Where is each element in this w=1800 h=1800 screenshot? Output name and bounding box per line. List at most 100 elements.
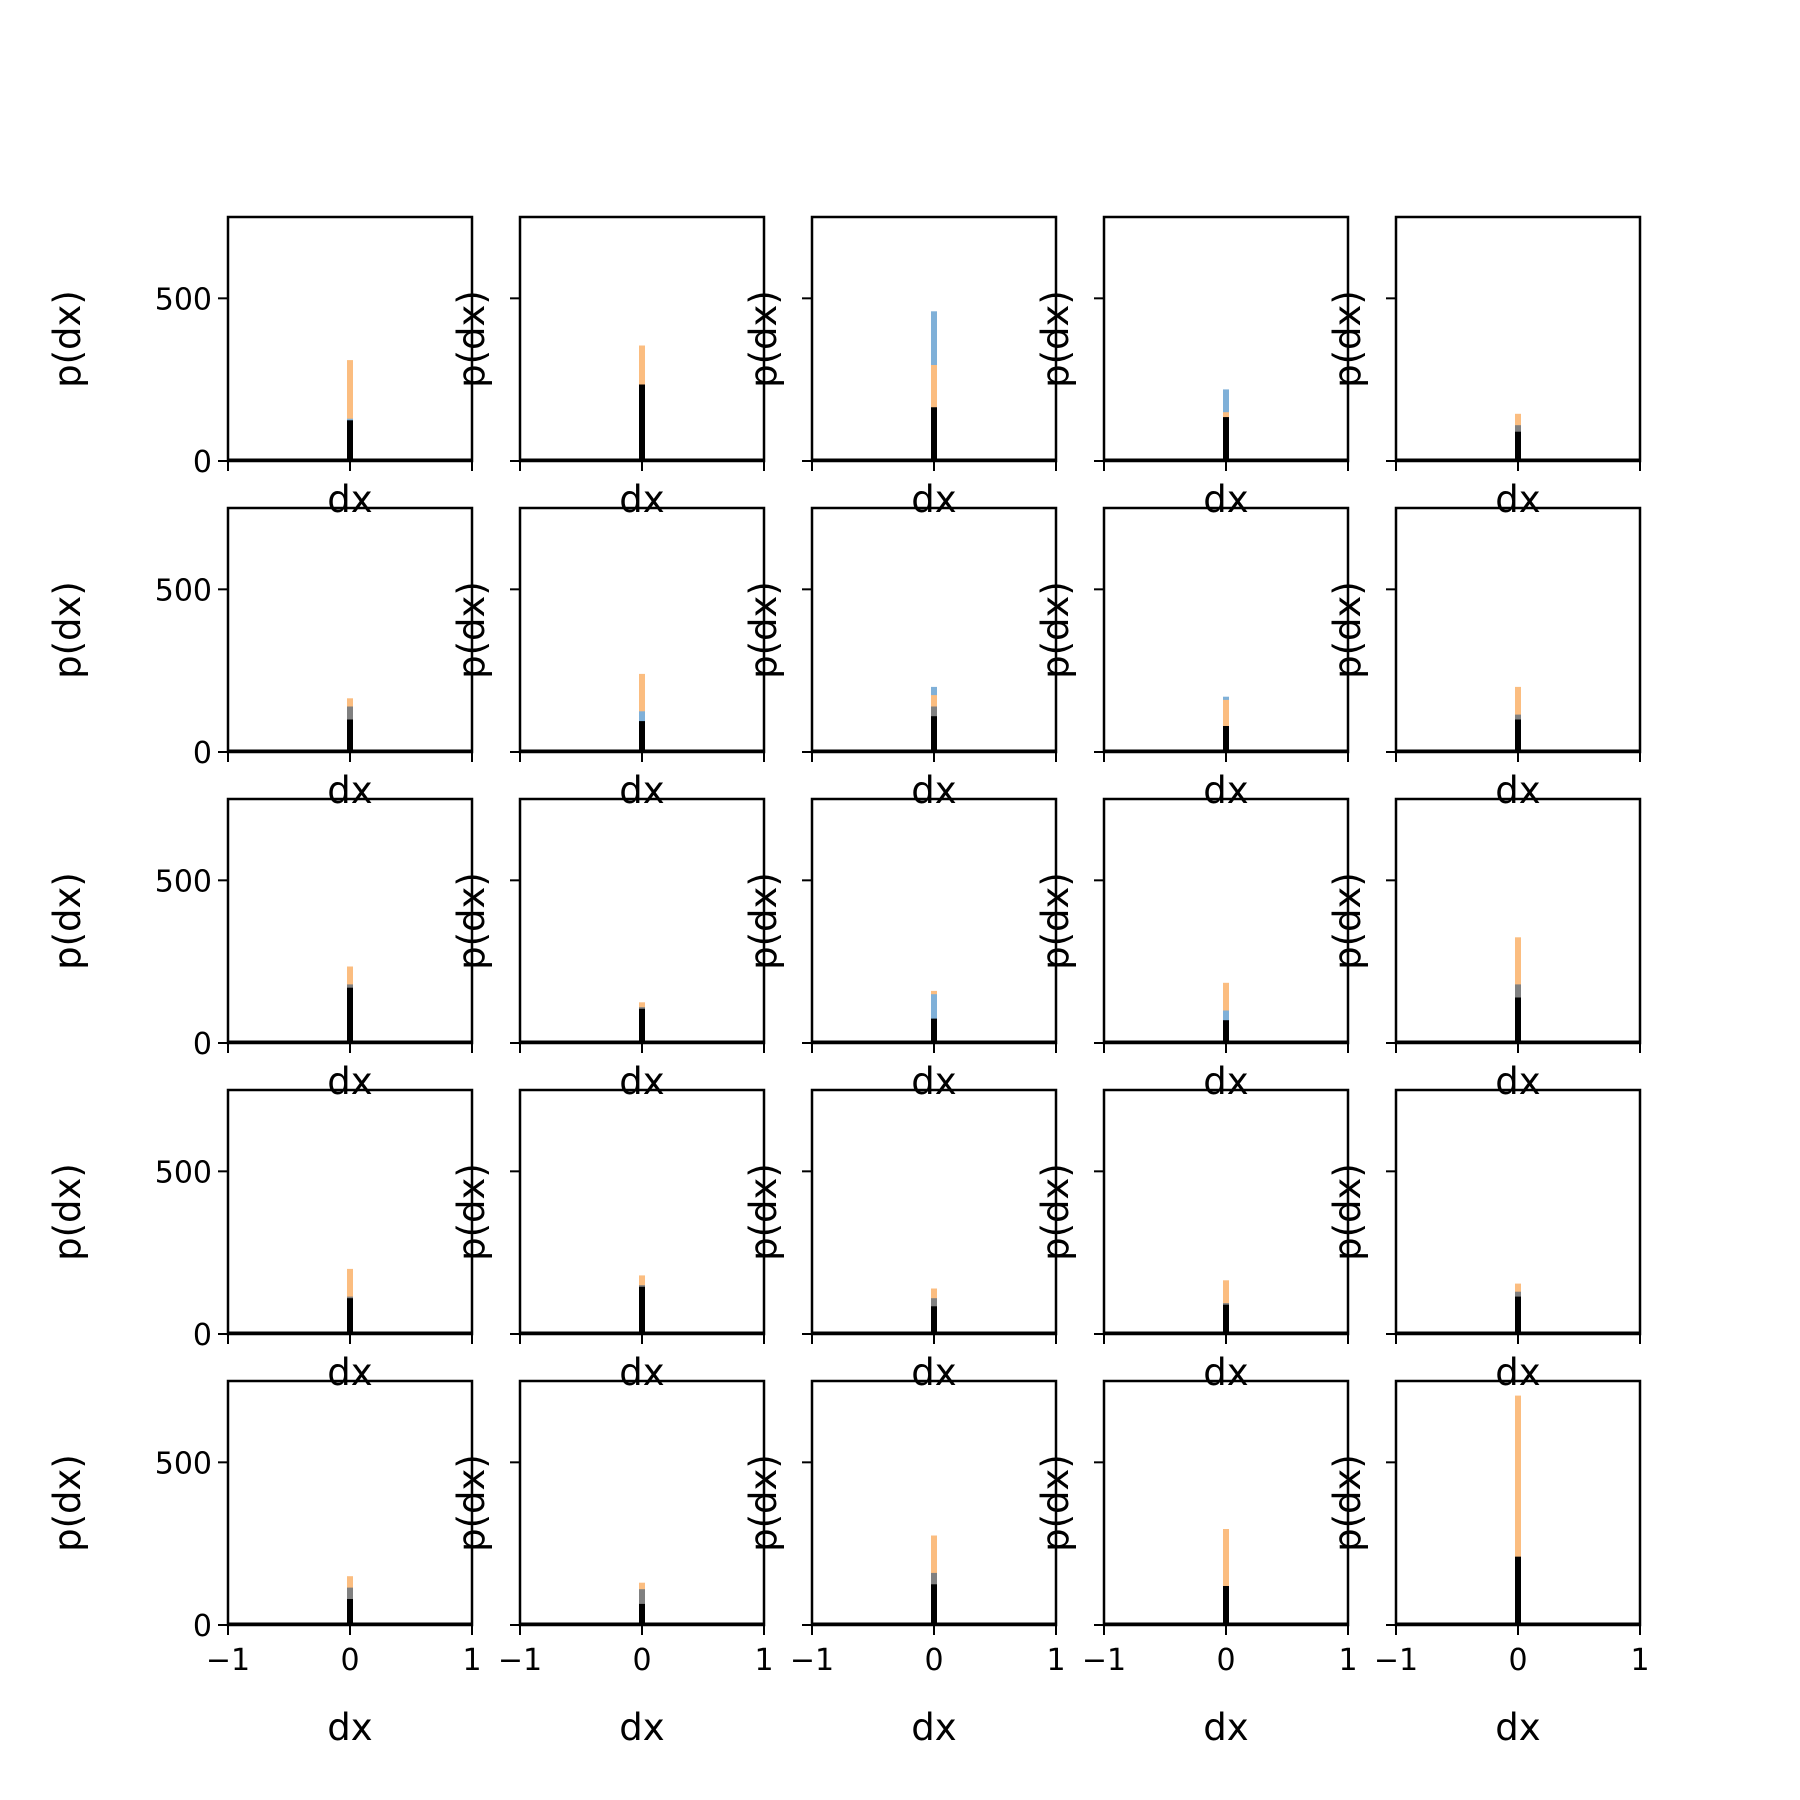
histogram-bar-black <box>1515 719 1521 752</box>
y-axis-label: p(dx) <box>450 1163 493 1261</box>
x-tick-label: 1 <box>1046 1643 1065 1678</box>
subplot-2-5: dx p(dx) <box>1326 506 1642 812</box>
histogram-bar-black <box>931 1584 937 1625</box>
subplot-1-3: dx p(dx) <box>742 215 1058 521</box>
histogram-bar-orange <box>1515 1395 1521 1625</box>
y-axis-label: p(dx) <box>742 1163 785 1261</box>
histogram-bar-black <box>1515 997 1521 1043</box>
histogram-bar-black <box>347 719 353 752</box>
x-axis-label: dx <box>1495 478 1540 521</box>
y-tick-label: 0 <box>193 1609 212 1644</box>
x-axis-label: dx <box>619 769 664 812</box>
x-axis-label: dx <box>1495 769 1540 812</box>
histogram-bar-orange <box>347 360 353 461</box>
x-axis-label: dx <box>1495 1351 1540 1394</box>
y-axis-label: p(dx) <box>46 1163 89 1261</box>
subplot-1-1: 0 500 dx p(dx) <box>46 215 474 521</box>
x-tick-label: −1 <box>1082 1643 1126 1678</box>
x-axis-label: dx <box>619 1060 664 1103</box>
x-axis-label: dx <box>327 769 372 812</box>
histogram-bar-black <box>1515 431 1521 461</box>
histogram-bar-black <box>639 384 645 461</box>
histogram-bar-black <box>1223 1586 1229 1625</box>
y-tick-label: 0 <box>193 1318 212 1353</box>
subplot-4-2: dx p(dx) <box>450 1088 766 1394</box>
y-axis-label: p(dx) <box>450 581 493 679</box>
x-axis-label: dx <box>911 1706 956 1749</box>
y-axis-label: p(dx) <box>1034 581 1077 679</box>
histogram-bar-black <box>639 1603 645 1625</box>
y-axis-label: p(dx) <box>1034 290 1077 388</box>
subplot-2-3: dx p(dx) <box>742 506 1058 812</box>
subplot-5-3: −1 0 1 dx p(dx) <box>742 1379 1066 1749</box>
y-axis-label: p(dx) <box>1326 872 1369 970</box>
y-tick-label: 500 <box>155 282 212 317</box>
subplot-5-5: −1 0 1 dx p(dx) <box>1326 1379 1650 1749</box>
subplot-2-1: 0 500 dx p(dx) <box>46 506 474 812</box>
y-tick-label: 500 <box>155 1155 212 1190</box>
subplot-1-2: dx p(dx) <box>450 215 766 521</box>
x-axis-label: dx <box>327 1706 372 1749</box>
x-tick-label: −1 <box>1374 1643 1418 1678</box>
x-axis-label: dx <box>1203 1706 1248 1749</box>
subplot-3-4: dx p(dx) <box>1034 797 1350 1103</box>
histogram-bar-black <box>1515 1556 1521 1625</box>
x-axis-label: dx <box>1203 769 1248 812</box>
y-tick-label: 500 <box>155 573 212 608</box>
x-axis-label: dx <box>911 478 956 521</box>
y-axis-label: p(dx) <box>46 872 89 970</box>
y-axis-label: p(dx) <box>450 290 493 388</box>
x-tick-label: 1 <box>754 1643 773 1678</box>
x-axis-label: dx <box>619 1351 664 1394</box>
x-axis-label: dx <box>327 1060 372 1103</box>
x-axis-label: dx <box>1495 1060 1540 1103</box>
y-axis-label: p(dx) <box>1326 1454 1369 1552</box>
y-tick-label: 500 <box>155 864 212 899</box>
histogram-bar-black <box>347 987 353 1043</box>
x-axis-label: dx <box>327 478 372 521</box>
subplot-5-2: −1 0 1 dx p(dx) <box>450 1379 774 1749</box>
y-tick-label: 0 <box>193 445 212 480</box>
x-axis-label: dx <box>619 1706 664 1749</box>
x-tick-label: 0 <box>924 1643 943 1678</box>
y-axis-label: p(dx) <box>742 872 785 970</box>
x-tick-label: 1 <box>1630 1643 1649 1678</box>
y-axis-label: p(dx) <box>450 872 493 970</box>
subplot-4-4: dx p(dx) <box>1034 1088 1350 1394</box>
subplot-3-2: dx p(dx) <box>450 797 766 1103</box>
subplot-4-5: dx p(dx) <box>1326 1088 1642 1394</box>
x-tick-label: 1 <box>462 1643 481 1678</box>
y-axis-label: p(dx) <box>742 581 785 679</box>
y-axis-label: p(dx) <box>1034 1454 1077 1552</box>
y-axis-label: p(dx) <box>742 1454 785 1552</box>
x-axis-label: dx <box>911 1060 956 1103</box>
subplot-3-5: dx p(dx) <box>1326 797 1642 1103</box>
x-axis-label: dx <box>327 1351 372 1394</box>
x-tick-label: −1 <box>498 1643 542 1678</box>
histogram-bar-orange <box>1223 699 1229 752</box>
histogram-bar-black <box>639 1008 645 1043</box>
subplot-4-1: 0 500 dx p(dx) <box>46 1088 474 1394</box>
y-tick-label: 0 <box>193 736 212 771</box>
subplot-3-1: 0 500 dx p(dx) <box>46 797 474 1103</box>
x-tick-label: 0 <box>632 1643 651 1678</box>
y-axis-label: p(dx) <box>46 581 89 679</box>
histogram-bar-black <box>347 420 353 461</box>
subplot-1-5: dx p(dx) <box>1326 215 1642 521</box>
x-axis-label: dx <box>1495 1706 1540 1749</box>
x-axis-label: dx <box>1203 1351 1248 1394</box>
histogram-bar-black <box>347 1298 353 1334</box>
y-axis-label: p(dx) <box>1326 1163 1369 1261</box>
x-axis-label: dx <box>619 478 664 521</box>
subplot-3-3: dx p(dx) <box>742 797 1058 1103</box>
histogram-bar-black <box>639 1286 645 1334</box>
x-tick-label: −1 <box>206 1643 250 1678</box>
y-axis-label: p(dx) <box>450 1454 493 1552</box>
x-tick-label: 0 <box>1216 1643 1235 1678</box>
x-tick-label: −1 <box>790 1643 834 1678</box>
x-tick-label: 1 <box>1338 1643 1357 1678</box>
y-axis-label: p(dx) <box>1326 290 1369 388</box>
x-axis-label: dx <box>1203 1060 1248 1103</box>
